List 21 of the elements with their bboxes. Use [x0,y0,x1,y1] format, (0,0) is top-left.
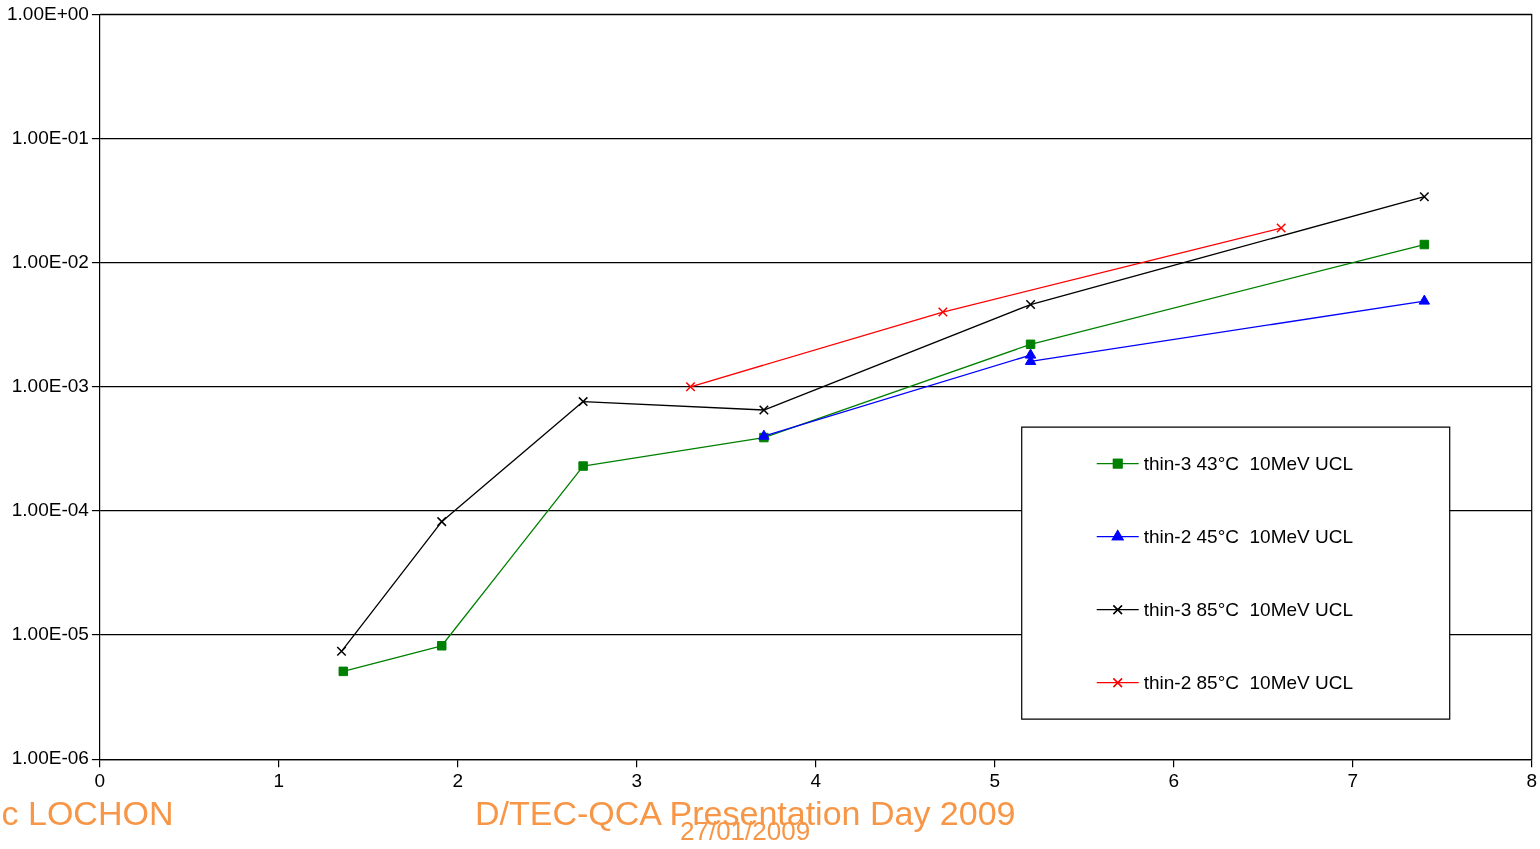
legend-label: thin-2 45°C 10MeV UCL [1143,525,1354,547]
x-tick-label: 4 [810,769,822,791]
y-tick-label: 1.00E-04 [11,499,90,521]
y-tick-label: 1.00E-03 [11,375,89,397]
y-tick-label: 1.00E+00 [6,2,89,24]
x-tick-label: 0 [94,769,106,791]
y-tick-label: 1.00E-06 [11,747,89,769]
x-tick-label: 3 [631,769,643,791]
x-tick-label: 2 [452,769,464,791]
legend-label: thin-2 85°C 10MeV UCL [1143,671,1354,693]
y-tick-label: 1.00E-01 [11,126,89,148]
y-tick-label: 1.00E-05 [11,623,89,645]
y-tick-label: 1.00E-02 [11,250,89,272]
x-tick-label: 8 [1526,769,1538,791]
x-tick-label: 7 [1347,769,1359,791]
text: ic LOCHON [0,794,174,833]
legend-label: thin-3 85°C 10MeV UCL [1143,598,1354,620]
x-tick-label: 5 [989,769,1001,791]
legend-label: thin-3 43°C 10MeV UCL [1143,452,1354,474]
x-tick-label: 6 [1168,769,1180,791]
x-tick-label: 1 [273,769,285,791]
